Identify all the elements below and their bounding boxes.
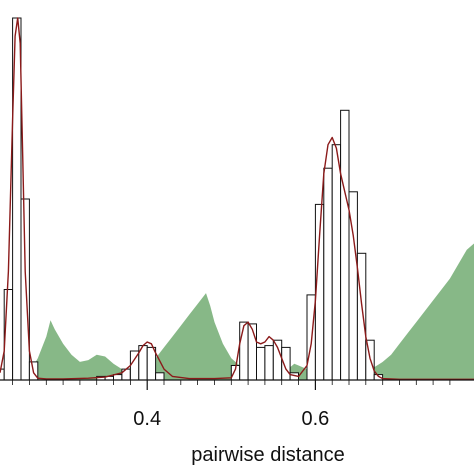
density-curve-layer [0, 17, 474, 380]
histogram-bar-23 [323, 167, 333, 381]
histogram-bar-7 [113, 374, 123, 381]
histogram-bar-16 [256, 346, 266, 381]
histogram-bar-24 [331, 144, 342, 381]
x-tick-label-2: 0.6 [301, 408, 329, 430]
histogram-bar-11 [146, 346, 157, 381]
x-axis-label: pairwise distance [191, 444, 344, 466]
histogram-bar-14 [239, 321, 249, 381]
density-curve [0, 17, 474, 380]
x-axis: 0.40.60 [0, 379, 474, 430]
histogram-bar-25 [340, 109, 350, 381]
histogram-bar-27 [356, 252, 367, 381]
shaded-area-layer [0, 243, 474, 380]
histogram-bar-3 [20, 198, 30, 381]
histogram-bar-8 [121, 368, 131, 381]
histogram-bar-19 [281, 346, 291, 381]
histogram-bar-15 [247, 323, 258, 381]
histogram-bar-17 [264, 345, 274, 381]
histogram-bar-12 [155, 372, 165, 381]
x-tick-label-1: 0.4 [133, 408, 161, 430]
shaded-area [0, 243, 474, 380]
